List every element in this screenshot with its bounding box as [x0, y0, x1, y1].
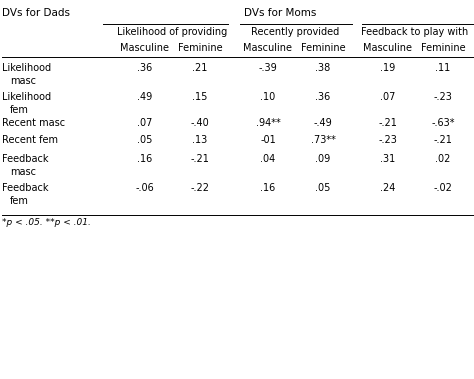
Text: .94**: .94**	[255, 118, 281, 128]
Text: masc: masc	[10, 167, 36, 177]
Text: .36: .36	[137, 63, 153, 73]
Text: Masculine: Masculine	[364, 43, 412, 53]
Text: .38: .38	[315, 63, 331, 73]
Text: .02: .02	[435, 154, 451, 164]
Text: .04: .04	[260, 154, 275, 164]
Text: -.21: -.21	[434, 135, 453, 145]
Text: .36: .36	[315, 92, 331, 102]
Text: -.06: -.06	[136, 183, 155, 193]
Text: .16: .16	[260, 183, 275, 193]
Text: .49: .49	[137, 92, 153, 102]
Text: fem: fem	[10, 196, 29, 206]
Text: Recently provided: Recently provided	[251, 27, 339, 37]
Text: Likelihood of providing: Likelihood of providing	[117, 27, 227, 37]
Text: -.21: -.21	[379, 118, 397, 128]
Text: .24: .24	[380, 183, 396, 193]
Text: .21: .21	[192, 63, 208, 73]
Text: masc: masc	[10, 76, 36, 86]
Text: .16: .16	[137, 154, 153, 164]
Text: -.22: -.22	[191, 183, 210, 193]
Text: -.23: -.23	[379, 135, 397, 145]
Text: fem: fem	[10, 105, 29, 115]
Text: .07: .07	[380, 92, 396, 102]
Text: -01: -01	[260, 135, 276, 145]
Text: .05: .05	[315, 183, 331, 193]
Text: Masculine: Masculine	[244, 43, 292, 53]
Text: -.40: -.40	[191, 118, 210, 128]
Text: Feedback: Feedback	[2, 183, 48, 193]
Text: .09: .09	[315, 154, 331, 164]
Text: .11: .11	[436, 63, 451, 73]
Text: .19: .19	[380, 63, 396, 73]
Text: Feedback: Feedback	[2, 154, 48, 164]
Text: DVs for Dads: DVs for Dads	[2, 8, 70, 18]
Text: Masculine: Masculine	[120, 43, 170, 53]
Text: Likelihood: Likelihood	[2, 63, 51, 73]
Text: Feminine: Feminine	[178, 43, 222, 53]
Text: -.21: -.21	[191, 154, 210, 164]
Text: Feminine: Feminine	[421, 43, 465, 53]
Text: -.23: -.23	[434, 92, 453, 102]
Text: .05: .05	[137, 135, 153, 145]
Text: .73**: .73**	[310, 135, 336, 145]
Text: *p < .05. **p < .01.: *p < .05. **p < .01.	[2, 218, 91, 227]
Text: Recent masc: Recent masc	[2, 118, 65, 128]
Text: -.49: -.49	[314, 118, 332, 128]
Text: .13: .13	[192, 135, 208, 145]
Text: Recent fem: Recent fem	[2, 135, 58, 145]
Text: DVs for Moms: DVs for Moms	[244, 8, 316, 18]
Text: Feminine: Feminine	[301, 43, 346, 53]
Text: .10: .10	[260, 92, 275, 102]
Text: -.39: -.39	[259, 63, 277, 73]
Text: -.02: -.02	[434, 183, 453, 193]
Text: Likelihood: Likelihood	[2, 92, 51, 102]
Text: .15: .15	[192, 92, 208, 102]
Text: .07: .07	[137, 118, 153, 128]
Text: .31: .31	[380, 154, 396, 164]
Text: -.63*: -.63*	[431, 118, 455, 128]
Text: Feedback to play with: Feedback to play with	[361, 27, 469, 37]
